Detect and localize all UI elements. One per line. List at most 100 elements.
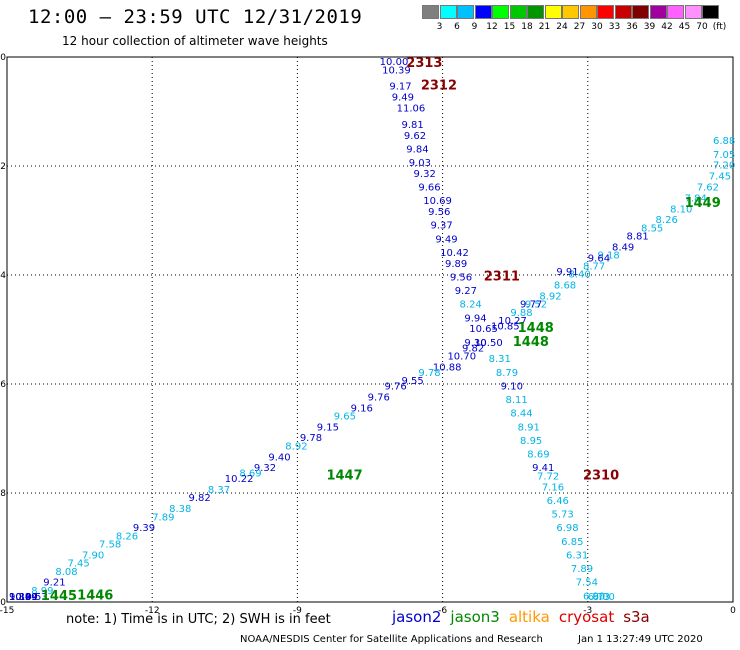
- y-tick-label: -54: [0, 271, 6, 281]
- wave-height-label: 6.46: [547, 496, 569, 507]
- color-scale-label: 33: [608, 22, 621, 32]
- x-tick-label: 0: [730, 606, 736, 616]
- x-tick-label: -3: [583, 606, 592, 616]
- color-scale-label: 15: [503, 22, 516, 32]
- wave-height-label: 6.73: [588, 592, 610, 603]
- y-ticks: -50 -52 -54 -56 -58 -60: [0, 53, 6, 608]
- wave-height-label: 9.89: [9, 592, 31, 603]
- color-scale-label: 24: [556, 22, 568, 32]
- track-id-label: 2310: [583, 468, 619, 483]
- wave-height-label: 8.10: [670, 204, 692, 215]
- wave-height-label: 7.90: [82, 550, 104, 561]
- color-scale-label: 45: [678, 22, 691, 32]
- wave-height-label: 9.37: [431, 221, 453, 232]
- y-tick-label: -60: [0, 598, 6, 608]
- wave-height-label: 9.78: [300, 433, 322, 444]
- color-scale-swatch: [457, 5, 474, 19]
- wave-height-label: 8.08: [55, 567, 77, 578]
- wave-height-label: 7.20: [713, 161, 735, 172]
- wave-height-label: 9.16: [351, 403, 373, 414]
- wave-height-label: 9.65: [334, 411, 356, 422]
- track-id-label: 1446: [77, 588, 113, 603]
- wave-height-label: 7.54: [576, 578, 598, 589]
- wave-height-label: 8.99: [31, 586, 53, 597]
- credit-line: NOAA/NESDIS Center for Satellite Applica…: [240, 634, 543, 645]
- wave-height-label: 8.44: [510, 409, 532, 420]
- wave-height-label: 10.53: [19, 592, 48, 603]
- color-scale-swatch: [474, 5, 492, 19]
- y-tick-label: -50: [0, 53, 6, 63]
- generated-timestamp: Jan 1 13:27:49 UTC 2020: [578, 634, 703, 645]
- wave-height-label: 9.49: [392, 93, 414, 104]
- y-tick-label: -58: [0, 489, 6, 499]
- wave-height-label: 10.69: [423, 196, 452, 207]
- wave-height-label: 8.38: [169, 504, 191, 515]
- color-scale-label: 27: [573, 22, 586, 32]
- wave-height-label: 9.84: [406, 144, 428, 155]
- wave-height-label: 10.00: [380, 57, 409, 68]
- wave-height-label: 10.42: [440, 248, 469, 259]
- legend-entry-jason3: jason3: [450, 608, 500, 626]
- wave-height-label: 9.64: [588, 253, 610, 264]
- color-scale-swatch: [702, 5, 719, 19]
- color-scale-label: 42: [661, 22, 673, 32]
- wave-height-label: 10.22: [225, 474, 254, 485]
- legend-entry-jason2: jason2: [392, 608, 442, 626]
- wave-height-label: 9.52: [525, 300, 547, 311]
- wave-height-label: 8.11: [506, 395, 528, 406]
- color-scale-label: 36: [626, 22, 638, 32]
- wave-height-label: 9.32: [414, 169, 436, 180]
- color-scale-swatch: [649, 5, 667, 19]
- wave-height-label: 8.69: [239, 469, 261, 480]
- wave-height-label: 6.85: [561, 537, 583, 548]
- wave-height-label: 10.50: [474, 338, 503, 349]
- satellite-legend: jason2 jason3 altika cryosat s3a: [392, 608, 659, 626]
- wave-height-label: 10.39: [9, 592, 38, 603]
- wave-height-label: 9.76: [385, 381, 407, 392]
- wave-height-label: 9.56: [450, 272, 472, 283]
- wave-height-label: 9.32: [254, 463, 276, 474]
- wave-height-label: 9.62: [404, 131, 426, 142]
- wave-height-label: 7.16: [542, 482, 564, 493]
- x-tick-label: -6: [438, 606, 447, 616]
- wave-height-label: 8.91: [518, 422, 540, 433]
- wave-height-label: 8.69: [527, 450, 549, 461]
- legend-entry-s3a: s3a: [623, 608, 650, 626]
- wave-height-label: 10.85: [491, 322, 520, 333]
- y-tick-label: -56: [0, 380, 6, 390]
- wave-height-label: 8.95: [520, 436, 542, 447]
- wave-height-label: 7.89: [152, 512, 174, 523]
- color-scale-swatch: [684, 5, 702, 19]
- wave-height-label: 9.41: [532, 463, 554, 474]
- wave-height-label: 8.81: [627, 232, 649, 243]
- color-scale-swatch: [544, 5, 562, 19]
- wave-height-label: 10.49: [9, 592, 38, 603]
- wave-height-label: 9.39: [133, 523, 155, 534]
- track-id-label: 1445: [41, 589, 77, 604]
- grid: [7, 57, 733, 602]
- y-tick-label: -52: [0, 162, 6, 172]
- wave-height-label: 10.88: [433, 362, 462, 373]
- wave-height-label: 9.15: [317, 422, 339, 433]
- wave-height-label: 7.45: [709, 172, 731, 183]
- wave-height-label: 10.27: [498, 316, 527, 327]
- wave-height-label: 9.78: [418, 368, 440, 379]
- color-scale-label: 21: [538, 22, 551, 32]
- wave-height-label: 9.81: [401, 120, 423, 131]
- wave-height-label: 8.24: [460, 300, 482, 311]
- track-id-label: 1448: [513, 335, 549, 350]
- chart-subtitle: 12 hour collection of altimeter wave hei…: [62, 34, 328, 48]
- track-id-label: 2312: [421, 79, 457, 94]
- legend-entry-cryosat: cryosat: [558, 608, 615, 626]
- wave-height-label: 7.58: [99, 540, 121, 551]
- wave-height-label: 7.62: [697, 183, 719, 194]
- wave-height-label: 6.90: [583, 591, 605, 602]
- wave-height-label: 7.89: [571, 564, 593, 575]
- color-scale-swatch: [492, 5, 509, 19]
- wave-height-label: 8.68: [554, 281, 576, 292]
- wave-height-label: 7.84: [685, 193, 707, 204]
- color-scale-swatch: [614, 5, 632, 19]
- wave-height-label: 9.18: [597, 251, 619, 262]
- wave-height-label: 9.49: [435, 234, 457, 245]
